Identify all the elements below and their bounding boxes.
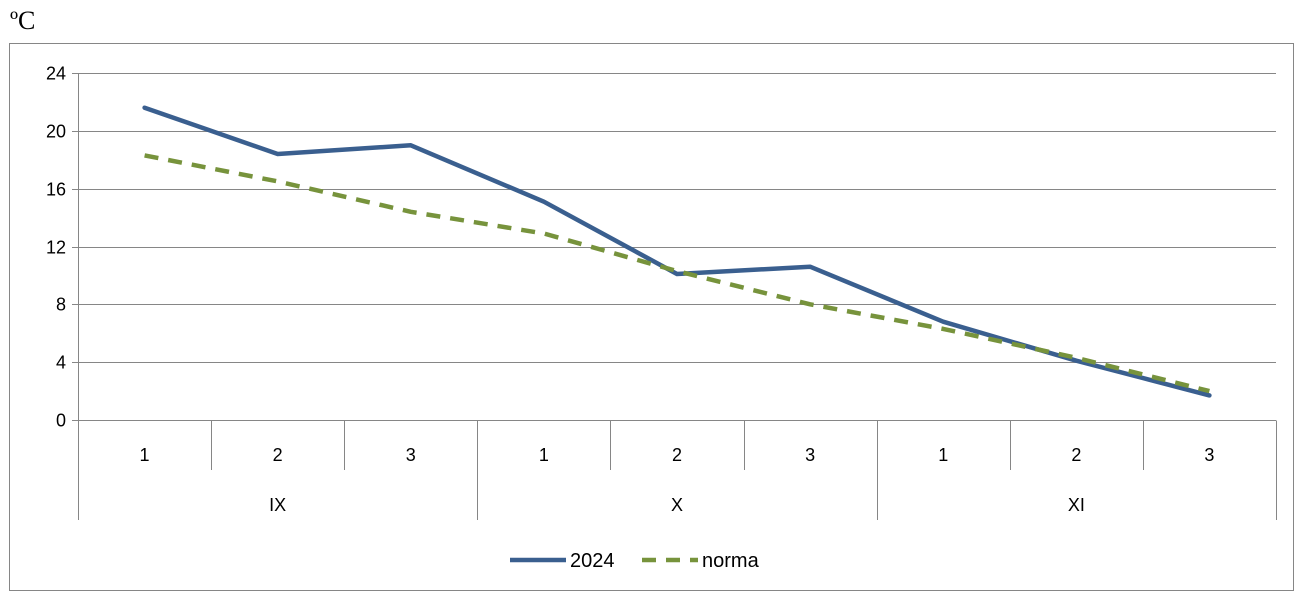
x-tick-label: 2 — [1071, 445, 1081, 465]
x-tick-label: 3 — [406, 445, 416, 465]
y-tick-label: 0 — [56, 411, 66, 431]
x-tick-label: 1 — [140, 445, 150, 465]
axes — [72, 73, 1277, 520]
series-line-2024 — [142, 105, 1212, 398]
x-tick-labels: 1 2 3 1 2 3 1 2 3 IX X XI — [140, 445, 1215, 515]
x-group-label: IX — [269, 495, 286, 515]
y-tick-labels: 0 4 8 12 16 20 24 — [46, 64, 66, 431]
y-tick-label: 20 — [46, 122, 66, 142]
x-tick-label: 1 — [539, 445, 549, 465]
y-tick-label: 8 — [56, 295, 66, 315]
x-group-label: X — [671, 495, 683, 515]
legend: 2024 norma — [510, 550, 760, 572]
x-tick-label: 3 — [805, 445, 815, 465]
y-tick-label: 24 — [46, 64, 66, 84]
x-tick-label: 2 — [672, 445, 682, 465]
legend-label: norma — [702, 550, 760, 572]
x-tick-label: 3 — [1204, 445, 1214, 465]
series-line-norma — [144, 153, 1210, 394]
series-lines — [142, 105, 1212, 398]
y-tick-label: 16 — [46, 180, 66, 200]
x-tick-label: 1 — [938, 445, 948, 465]
y-tick-label: 12 — [46, 238, 66, 258]
y-tick-label: 4 — [56, 353, 66, 373]
x-group-label: XI — [1068, 495, 1085, 515]
y-unit-label: ºC — [10, 6, 36, 35]
gridlines — [78, 73, 1276, 363]
x-tick-label: 2 — [273, 445, 283, 465]
legend-label: 2024 — [570, 550, 615, 572]
